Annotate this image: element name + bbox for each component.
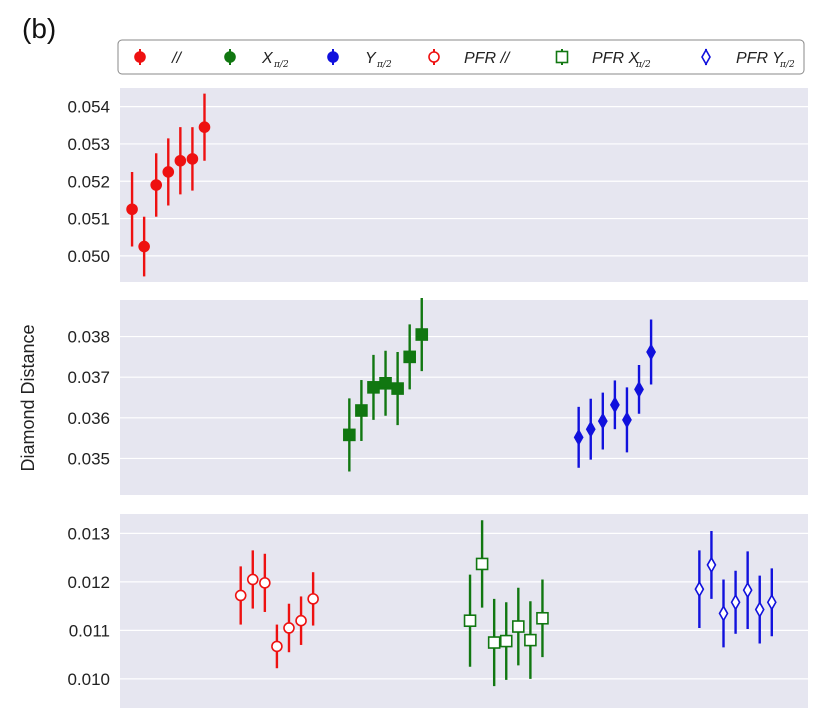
data-point xyxy=(186,153,199,165)
legend-marker xyxy=(555,50,569,64)
data-point xyxy=(415,328,429,341)
series-square-filled xyxy=(343,297,429,472)
data-point xyxy=(246,573,259,586)
panel-background xyxy=(120,514,808,708)
y-axis-label: Diamond Distance xyxy=(18,324,38,471)
data-point xyxy=(463,614,477,628)
data-point xyxy=(126,203,138,216)
legend-subscript: π/2 xyxy=(273,60,289,70)
data-point xyxy=(198,121,211,133)
panel-1: 0.050 0.051 0.052 0.053 0.054 xyxy=(67,88,808,282)
data-point xyxy=(475,557,489,571)
y-tick-label: 0.010 xyxy=(67,670,110,689)
data-point xyxy=(634,380,644,398)
data-point xyxy=(150,179,163,191)
data-point xyxy=(355,404,368,417)
legend-label: PFR Y xyxy=(736,50,784,67)
y-tick-label: 0.053 xyxy=(67,135,110,154)
legend-subscript: π/2 xyxy=(376,60,392,70)
data-point xyxy=(706,556,717,574)
data-point xyxy=(499,634,513,648)
panel-2: 0.035 0.036 0.037 0.038 xyxy=(67,297,808,495)
data-point xyxy=(730,593,741,611)
data-point xyxy=(512,620,525,633)
data-point xyxy=(609,396,620,414)
data-point xyxy=(646,343,657,361)
data-point xyxy=(391,382,404,395)
y-tick-label: 0.052 xyxy=(67,172,110,191)
data-point xyxy=(271,640,283,653)
data-point xyxy=(597,412,608,430)
legend-entry-pfr_x: PFR Xπ/2 xyxy=(555,49,651,70)
legend-subscript: π/2 xyxy=(635,60,651,70)
legend-label: // xyxy=(171,50,182,67)
panel-tag: (b) xyxy=(22,13,56,44)
legend-marker xyxy=(428,51,440,63)
series-diamond-open xyxy=(694,530,777,648)
y-tick-label: 0.038 xyxy=(67,328,110,347)
data-point xyxy=(622,411,632,429)
data-point xyxy=(403,350,416,364)
data-point xyxy=(694,580,705,598)
data-point xyxy=(174,154,187,167)
legend-entry-pfr_par: PFR // xyxy=(428,49,511,67)
legend-frame xyxy=(117,39,805,75)
data-point xyxy=(343,428,356,442)
panel-3: 0.010 0.011 0.012 0.013 xyxy=(67,514,808,708)
data-point xyxy=(138,240,150,253)
data-point xyxy=(573,428,584,446)
data-point xyxy=(295,614,307,627)
data-point xyxy=(259,577,271,589)
legend-marker xyxy=(701,48,711,66)
data-point xyxy=(283,622,295,634)
data-point xyxy=(536,611,549,625)
data-point xyxy=(524,633,537,647)
legend-entry-par: // xyxy=(134,49,182,67)
legend-entry-pfr_y: PFR Yπ/2 xyxy=(701,48,795,70)
data-point xyxy=(367,381,380,394)
data-point xyxy=(487,636,501,649)
data-point xyxy=(234,589,247,602)
legend-marker xyxy=(327,51,339,63)
y-tick-label: 0.012 xyxy=(67,573,110,592)
y-tick-label: 0.036 xyxy=(67,409,110,428)
y-tick-label: 0.035 xyxy=(67,449,110,468)
data-point xyxy=(754,600,765,619)
data-point xyxy=(307,593,319,605)
data-point xyxy=(766,593,777,611)
y-tick-label: 0.037 xyxy=(67,368,110,387)
data-point xyxy=(162,166,175,178)
series-circle-open xyxy=(234,550,319,669)
legend-label: Y xyxy=(365,50,377,67)
legend-marker xyxy=(224,51,236,63)
series-circle-filled xyxy=(126,93,211,277)
panel-background xyxy=(120,300,808,495)
series-diamond-filled xyxy=(573,319,657,468)
panel-background xyxy=(120,88,808,282)
legend-label: PFR // xyxy=(464,50,511,67)
legend-label: PFR X xyxy=(592,50,640,67)
y-tick-label: 0.013 xyxy=(67,524,110,543)
y-tick-label: 0.054 xyxy=(67,98,110,117)
data-point xyxy=(718,604,729,623)
data-point xyxy=(585,420,596,438)
series-square-open xyxy=(463,520,549,687)
legend-marker xyxy=(134,51,146,63)
y-tick-label: 0.011 xyxy=(69,621,110,640)
data-point xyxy=(742,581,753,599)
y-tick-label: 0.050 xyxy=(67,247,110,266)
legend-label: X xyxy=(261,50,274,67)
data-point xyxy=(379,376,392,390)
legend-subscript: π/2 xyxy=(779,60,795,70)
panels: 0.050 0.051 0.052 0.053 0.054 0.035 0.036 0.037… xyxy=(67,88,808,708)
y-tick-label: 0.051 xyxy=(67,210,110,229)
